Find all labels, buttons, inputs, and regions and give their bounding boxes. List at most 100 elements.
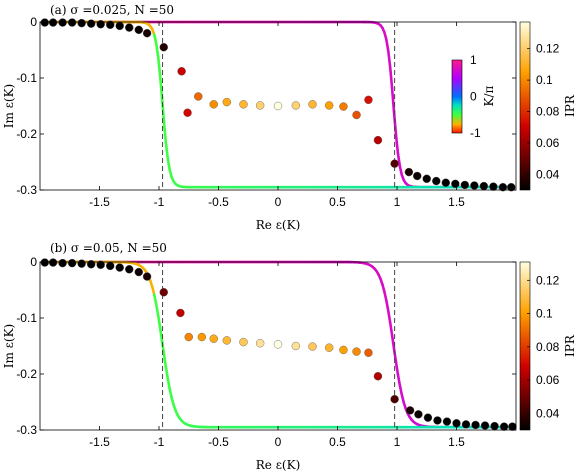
panel-a-points xyxy=(40,18,516,192)
panel-a-data-point xyxy=(373,135,383,145)
panel-a-x-ticks: -1.5 -1 -0.5 0 0.5 1 1.5 xyxy=(89,22,465,209)
panel-a-x-tick-label: -0.5 xyxy=(208,195,229,209)
panel-a-y-tick-label: -0.2 xyxy=(16,127,37,141)
panel-a-data-point xyxy=(291,101,301,110)
panel-a-y-tick-label: -0.3 xyxy=(16,183,37,197)
panel-a-data-point xyxy=(364,95,373,105)
panel-a-data-point xyxy=(177,67,186,76)
panel-b-y-tick-label: -0.1 xyxy=(16,311,37,325)
panel-a-data-point xyxy=(441,178,450,187)
panel-a-data-point xyxy=(194,92,203,101)
panel-b-y-tick-label: -0.2 xyxy=(16,367,37,381)
panel-a-data-point xyxy=(96,20,105,29)
panel-a-x-tick-label: 0 xyxy=(275,195,282,209)
panel-b-ipr-tick-label: 0.12 xyxy=(536,273,560,287)
panel-a-ipr-tick-label: 0.08 xyxy=(536,104,560,118)
panel-b-ipr-colorbar xyxy=(519,261,531,431)
panel-b-data-point xyxy=(184,332,193,342)
panel-a-data-point xyxy=(460,180,470,190)
panel-a-data-point xyxy=(239,100,248,109)
panel-b-data-point xyxy=(58,258,67,268)
panel-a-data-point xyxy=(40,18,49,27)
panel-a-data-point xyxy=(339,102,348,111)
panel-b-data-point xyxy=(324,343,334,352)
panel-b: (b) σ =0.05, N =50 -1.5 -1 -0.5 0 0.5 1 1.5 0-… xyxy=(2,241,577,472)
panel-a-k-colorbar xyxy=(451,59,463,134)
panel-b-data-point xyxy=(364,348,373,357)
panel-b-data-point xyxy=(255,339,265,348)
panel-a-data-point xyxy=(209,100,218,109)
panel-b-data-point xyxy=(134,267,143,277)
panel-a-ipr-colorbar-ticks: 0.04 0.06 0.08 0.1 0.12 xyxy=(527,42,560,181)
panel-a-y-ticks: 0 -0.1 -0.2 -0.3 xyxy=(16,15,516,197)
panel-a-data-point xyxy=(115,21,124,31)
panel-a-data-point xyxy=(404,167,414,177)
panel-b-x-tick-label: 0 xyxy=(275,435,282,449)
panel-b-data-point xyxy=(209,334,218,343)
panel-a-k-tick-label: 0 xyxy=(470,90,477,104)
panel-b-data-point xyxy=(86,260,96,269)
panel-b-data-point xyxy=(67,258,77,268)
panel-a-x-tick-label: 1 xyxy=(394,195,401,209)
panel-b-label: (b) σ =0.05, N =50 xyxy=(50,241,167,255)
panel-a-data-point xyxy=(255,101,265,110)
panel-b-data-point xyxy=(433,416,442,425)
panel-b-ipr-tick-label: 0.04 xyxy=(536,406,560,420)
panel-a-data-point xyxy=(489,182,498,191)
panel-a-data-point xyxy=(183,108,192,117)
panel-a-data-point xyxy=(479,181,489,191)
panel-a-data-point xyxy=(142,29,152,38)
panel-a-x-tick-label: 1.5 xyxy=(448,195,465,209)
panel-b-data-point xyxy=(461,420,471,429)
panel-a-data-point xyxy=(48,18,58,27)
panel-b-x-tick-label: 1.5 xyxy=(448,435,465,449)
panel-a-ipr-tick-label: 0.1 xyxy=(536,73,553,87)
panel-a-k-colorbar-ticks: 1 0 -1 xyxy=(470,53,481,140)
panel-b-data-point xyxy=(508,422,517,431)
panel-b-data-point xyxy=(390,395,399,404)
panel-a-data-point xyxy=(159,43,168,52)
panel-b-data-point xyxy=(442,417,452,426)
panel-a-k-tick-label: -1 xyxy=(470,126,481,140)
panel-a-ipr-colorbar xyxy=(519,21,531,191)
panel-b-data-point xyxy=(480,421,490,430)
panel-b-x-tick-label: -0.5 xyxy=(208,435,229,449)
panel-a-k-tick-label: 1 xyxy=(470,53,477,67)
panel-b-ipr-tick-label: 0.1 xyxy=(536,307,553,321)
panel-b-data-point xyxy=(176,308,185,318)
panel-b-data-point xyxy=(373,372,383,381)
panel-a: (a) σ =0.025, N =50 -1.5 -1 -0.5 0 0.5 1 1.5 0… xyxy=(2,3,577,232)
panel-a-data-point xyxy=(507,182,516,192)
panel-a-data-point xyxy=(422,174,431,184)
panel-a-data-point xyxy=(413,171,422,181)
panel-b-data-point xyxy=(197,332,207,342)
panel-a-x-tick-label: -1.5 xyxy=(89,195,110,209)
panel-b-data-point xyxy=(291,341,301,351)
panel-a-data-point xyxy=(58,18,67,27)
panel-a-y-tick-label: -0.1 xyxy=(16,71,37,85)
panel-b-data-point xyxy=(142,272,152,281)
panel-a-data-point xyxy=(86,19,96,28)
panel-b-data-point xyxy=(48,258,58,267)
panel-a-data-point xyxy=(125,23,134,32)
panel-a-data-point xyxy=(222,97,232,107)
panel-b-ipr-colorbar-label: IPR xyxy=(563,334,577,357)
panel-b-x-ticks: -1.5 -1 -0.5 0 0.5 1 1.5 xyxy=(89,262,465,449)
panel-b-y-label: Im ε(K) xyxy=(2,324,16,368)
panel-a-data-point xyxy=(308,100,317,109)
panel-b-data-point xyxy=(159,288,168,297)
panel-b-data-point xyxy=(273,340,283,349)
panel-b-data-point xyxy=(471,420,480,430)
panel-b-data-point xyxy=(423,413,433,422)
panel-a-x-label: Re ε(K) xyxy=(256,218,301,232)
panel-a-data-point xyxy=(498,182,508,192)
panel-a-data-point xyxy=(390,159,399,168)
panel-b-data-point xyxy=(499,422,509,431)
panel-b-data-point xyxy=(339,345,348,355)
panel-b-x-tick-label: -1 xyxy=(154,435,165,449)
panel-a-ipr-tick-label: 0.12 xyxy=(536,42,560,56)
panel-a-x-tick-label: -1 xyxy=(154,195,165,209)
panel-b-data-point xyxy=(40,258,49,267)
panel-a-label: (a) σ =0.025, N =50 xyxy=(50,3,174,17)
